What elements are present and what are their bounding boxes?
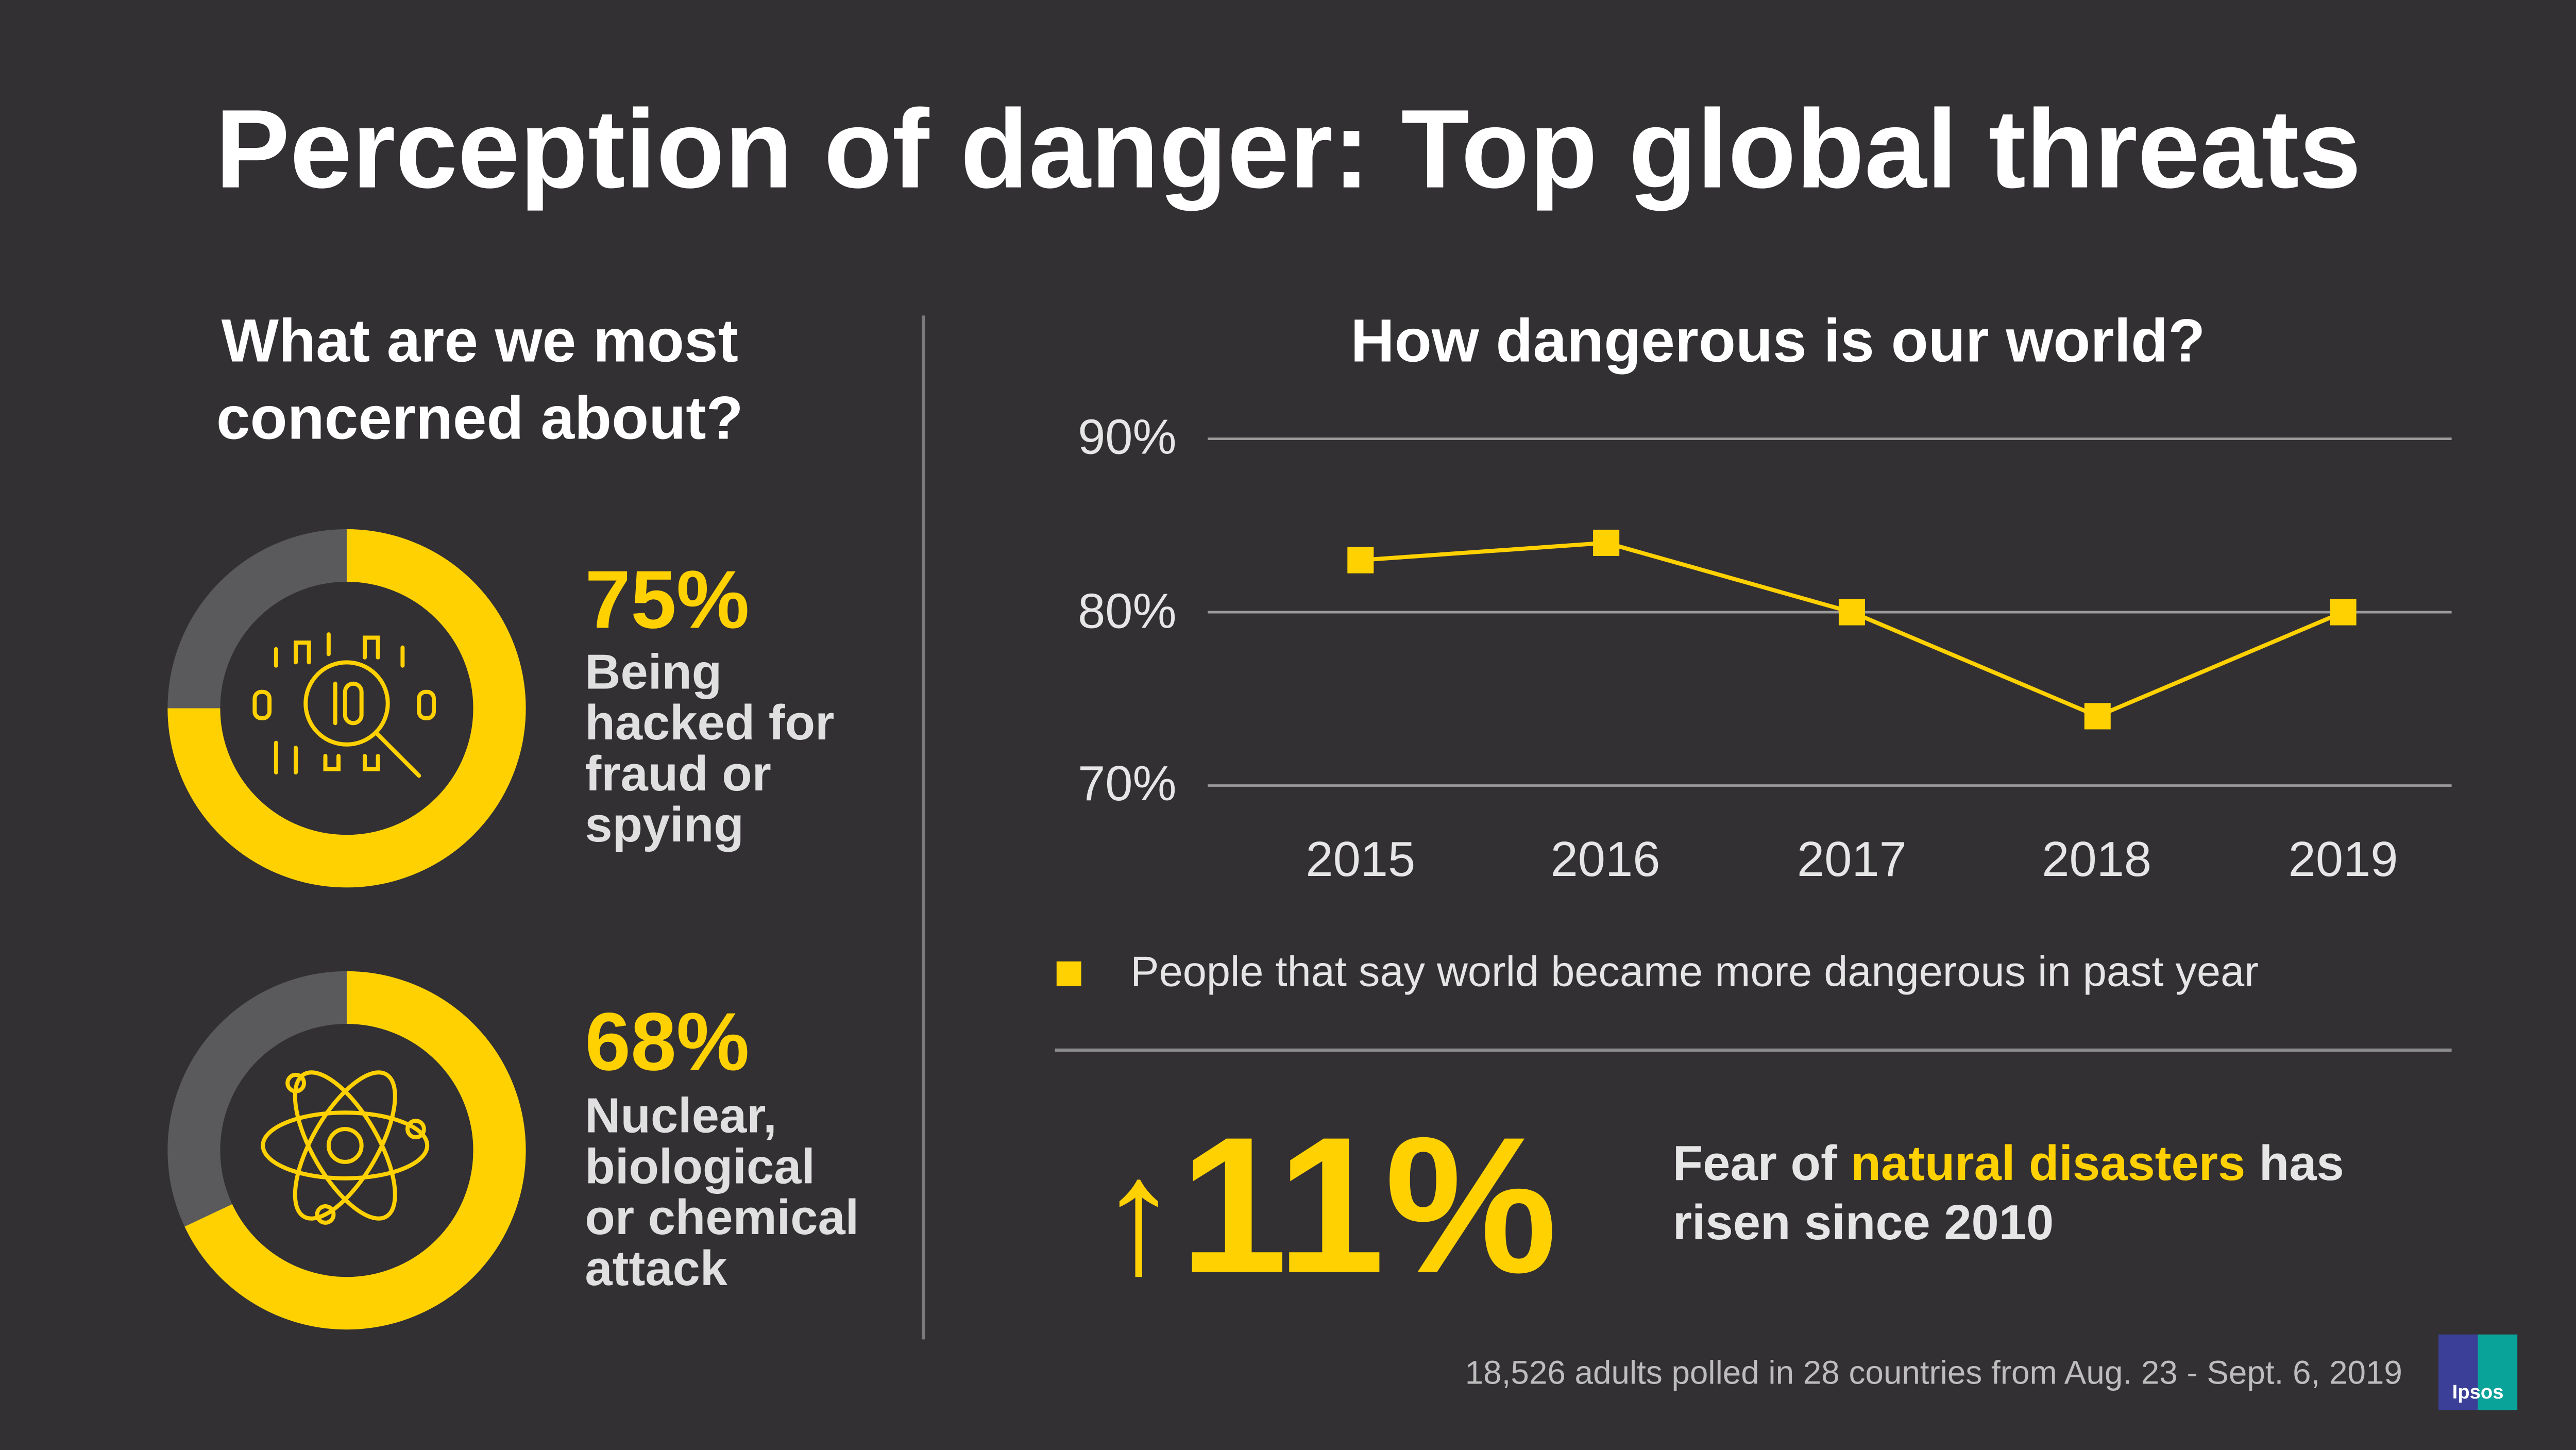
x-tick-label: 2019 [2288,833,2398,888]
page-title: Perception of danger: Top global threats [215,87,2362,212]
series-line [1360,541,2344,719]
stat-highlight: natural disasters [1851,1137,2246,1192]
y-tick-label: 90% [1078,411,1177,465]
data-point [1347,547,1374,574]
x-tick-label: 2015 [1306,833,1416,888]
data-point [2330,599,2357,626]
horizontal-divider [1055,1048,2452,1052]
stat-text: has [2245,1137,2344,1192]
vertical-divider [922,315,925,1340]
hacking-magnifier-icon [252,632,436,778]
footer-note: 18,526 adults polled in 28 countries fro… [1465,1356,2402,1392]
stat-description: Fear of natural disasters has risen sinc… [1673,1136,2344,1254]
data-point [2084,703,2111,730]
stat-text: Fear of [1672,1137,1851,1192]
data-point [1838,599,1865,626]
arrow-up-icon: ↑ [1097,1124,1180,1308]
label-nuclear: Nuclear, biological or chemical attack [585,1091,859,1295]
donut-value-arc [167,971,526,1330]
legend-label: People that say world became more danger… [1130,947,2259,996]
x-tick-label: 2018 [2042,833,2152,888]
stat-line1: Fear of natural disasters has [1673,1136,2344,1195]
label-line: hacked for [585,697,835,751]
donut-chart-nuclear [167,971,526,1330]
left-heading: What are we most concerned about? [151,302,808,457]
stat-number: 11% [1179,1098,1557,1315]
stat-line2: risen since 2010 [1672,1196,2054,1251]
label-line: Nuclear, [585,1089,777,1144]
data-point [1593,529,1620,556]
label-line: or chemical [585,1191,859,1246]
percent-hacking: 75% [585,553,750,646]
label-line: biological [585,1140,815,1195]
donut-chart-hacking [167,529,526,888]
label-line: spying [585,799,744,853]
label-hacking: Being hacked for fraud or spying [585,648,834,851]
x-tick-label: 2017 [1797,833,1907,888]
y-tick-label: 70% [1078,757,1177,812]
left-heading-line1: What are we most [221,307,738,375]
donut-value-arc [167,529,526,888]
percent-nuclear: 68% [585,996,750,1088]
label-line: attack [585,1242,728,1297]
ipsos-logo: Ipsos [2438,1334,2518,1410]
left-heading-line2: concerned about? [216,384,743,452]
y-tick-label: 80% [1078,585,1177,639]
label-line: fraud or [585,748,771,802]
logo-text: Ipsos [2452,1380,2504,1404]
chart-title: How dangerous is our world? [1350,307,2206,375]
atom-icon [261,1070,430,1225]
x-tick-label: 2016 [1550,833,1660,888]
legend-marker [1056,961,1081,986]
stat-value: ↑11% [1098,1094,1557,1318]
label-line: Being [585,646,722,700]
